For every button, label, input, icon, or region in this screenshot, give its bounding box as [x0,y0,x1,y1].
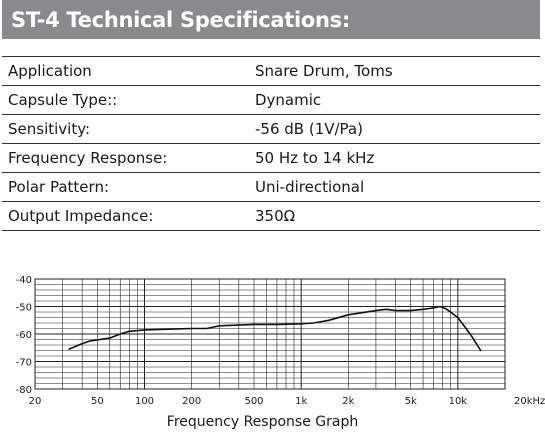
x-tick-label: 5k [405,396,417,407]
spec-value: -56 dB (1V/Pa) [255,120,363,138]
spec-row-application: Application Snare Drum, Toms [2,57,540,86]
spec-value: Snare Drum, Toms [255,62,393,80]
spec-row-output-impedance: Output Impedance: 350Ω [2,202,540,231]
frequency-response-graph: -40 -50 -60 -70 -80 20 50 100 200 500 1k 2k 5k 10k 20k… [0,270,545,410]
spec-value: 350Ω [255,207,296,225]
y-tick-label: -60 [16,330,32,341]
y-tick-label: -40 [16,275,32,286]
x-tick-label: 20kHz [514,396,545,407]
x-tick-label: 20 [29,396,42,407]
title-bar: ST-4 Technical Specifications: [2,0,540,39]
spec-value: Dynamic [255,91,322,109]
spec-label: Frequency Response: [8,149,168,167]
x-tick-label: 1k [295,396,307,407]
spec-row-frequency-response: Frequency Response: 50 Hz to 14 kHz [2,144,540,173]
x-tick-label: 50 [91,396,104,407]
spec-row-polar-pattern: Polar Pattern: Uni-directional [2,173,540,202]
spec-row-capsule-type: Capsule Type:: Dynamic [2,86,540,115]
spec-label: Output Impedance: [8,207,154,225]
x-tick-label: 200 [182,396,201,407]
x-tick-label: 100 [135,396,154,407]
x-tick-label: 500 [244,396,263,407]
y-tick-label: -80 [16,385,32,396]
spec-value: 50 Hz to 14 kHz [255,149,375,167]
spec-table: Application Snare Drum, Toms Capsule Typ… [2,56,540,231]
spec-value: Uni-directional [255,178,365,196]
y-tick-label: -70 [16,358,32,369]
plot-border [34,278,506,390]
page-title: ST-4 Technical Specifications: [11,7,350,32]
spec-label: Capsule Type:: [8,91,118,109]
spec-label: Polar Pattern: [8,178,110,196]
x-tick-label: 10k [449,396,468,407]
x-tick-label: 2k [342,396,354,407]
graph-caption: Frequency Response Graph [166,414,359,430]
y-tick-label: -50 [16,303,32,314]
spec-label: Application [8,62,92,80]
spec-label: Sensitivity: [8,120,91,138]
spec-row-sensitivity: Sensitivity: -56 dB (1V/Pa) [2,115,540,144]
frequency-response-line [68,305,482,352]
